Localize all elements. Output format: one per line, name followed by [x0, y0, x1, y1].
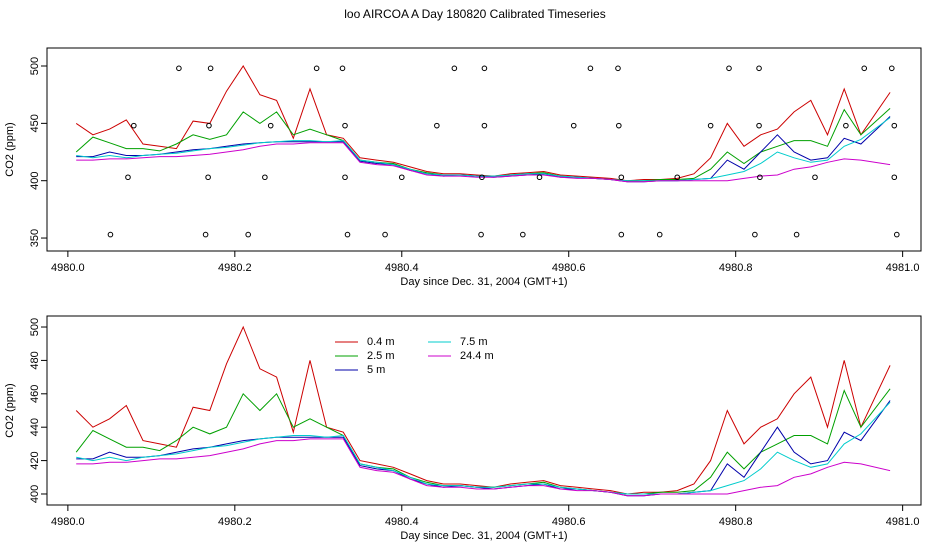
scatter-point [131, 122, 137, 129]
scatter-point [618, 231, 625, 238]
y-tick-label: 400 [29, 172, 41, 190]
x-tick-label: 4980.4 [385, 516, 419, 528]
x-axis-label: Day since Dec. 31, 2004 (GMT+1) [400, 530, 567, 542]
scatter-point [812, 174, 818, 181]
scatter-point [344, 231, 351, 238]
series-line [75, 325, 891, 495]
scatter-point [207, 65, 214, 72]
scatter-point [726, 65, 732, 72]
x-tick-label: 4980.2 [218, 516, 252, 528]
scatter-point [479, 174, 485, 181]
y-tick-label: 480 [29, 351, 41, 369]
scatter-point [893, 231, 900, 238]
x-tick-label: 4981.0 [886, 516, 920, 528]
scatter-point [176, 65, 182, 72]
y-tick-label: 500 [29, 57, 41, 75]
scatter-point [757, 174, 763, 181]
y-tick-label: 460 [29, 385, 41, 403]
scatter-point [398, 174, 405, 181]
scatter-point [618, 174, 625, 181]
scatter-point [888, 65, 895, 72]
y-tick-label: 400 [29, 485, 41, 503]
legend-label: 0.4 m [367, 336, 395, 348]
x-tick-label: 4980.2 [218, 262, 252, 274]
scatter-point [756, 65, 762, 72]
series-line [76, 401, 891, 495]
scatter-point [793, 231, 800, 238]
scatter-point [674, 174, 681, 181]
x-tick-label: 4980.6 [552, 262, 586, 274]
scatter-point [262, 174, 268, 181]
scatter-point [205, 174, 211, 181]
scatter-point [756, 122, 762, 129]
x-tick-label: 4980.6 [552, 516, 586, 528]
scatter-point [206, 122, 212, 129]
scatter-point [313, 65, 320, 72]
scatter-point [107, 231, 114, 238]
scatter-point [451, 65, 458, 72]
scatter-point [202, 231, 209, 238]
scatter-point [342, 122, 348, 129]
x-tick-label: 4980.0 [51, 262, 85, 274]
series-line [76, 142, 891, 183]
series-line [76, 438, 891, 497]
x-axis-label: Day since Dec. 31, 2004 (GMT+1) [400, 276, 567, 288]
scatter-point [752, 231, 758, 238]
scatter-point [267, 122, 274, 129]
scatter-point [861, 65, 868, 72]
scatter-point [125, 174, 131, 181]
y-tick-label: 420 [29, 451, 41, 469]
scatter-point [481, 122, 488, 129]
scatter-point [843, 122, 849, 129]
plot-frame [46, 47, 922, 252]
scatter-point [707, 122, 714, 129]
y-tick-label: 440 [29, 418, 41, 436]
y-axis-label: CO2 (ppm) [4, 122, 16, 176]
scatter-point [342, 174, 348, 181]
y-tick-label: 450 [29, 114, 41, 132]
scatter-point [616, 122, 622, 129]
scatter-point [536, 174, 543, 181]
scatter-point [656, 231, 663, 238]
figure-title: loo AIRCOA A Day 180820 Calibrated Times… [344, 7, 605, 21]
scatter-point [339, 65, 346, 72]
x-tick-label: 4980.8 [719, 262, 753, 274]
scatter-point [382, 231, 388, 238]
scatter-point [478, 231, 484, 238]
series-line [76, 117, 891, 182]
scatter-point [891, 174, 898, 181]
scatter-point [570, 122, 577, 129]
scatter-point [481, 65, 488, 72]
scatter-point [587, 65, 594, 72]
legend-label: 2.5 m [367, 350, 395, 362]
x-tick-label: 4980.0 [51, 516, 85, 528]
y-tick-label: 350 [29, 229, 41, 247]
y-tick-label: 500 [29, 318, 41, 336]
legend-label: 24.4 m [460, 350, 494, 362]
legend-label: 5 m [367, 364, 385, 376]
y-axis-label: CO2 (ppm) [4, 383, 16, 437]
legend-label: 7.5 m [460, 336, 488, 348]
scatter-point [520, 231, 526, 238]
scatter-point [891, 122, 898, 129]
scatter-point [434, 122, 440, 129]
x-tick-label: 4980.8 [719, 516, 753, 528]
scatter-point [245, 231, 251, 238]
x-tick-label: 4981.0 [886, 262, 920, 274]
plot-frame [46, 315, 922, 506]
x-tick-label: 4980.4 [385, 262, 419, 274]
scatter-point [615, 65, 621, 72]
